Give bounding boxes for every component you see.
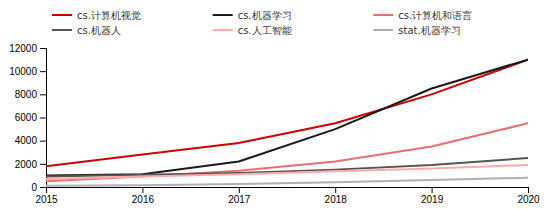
tick-label: 10000 — [9, 66, 37, 77]
tick-mark — [432, 187, 433, 193]
tick: 2016 — [132, 187, 155, 205]
tick-label: 12000 — [9, 43, 37, 54]
tick-label: 6000 — [15, 112, 38, 123]
legend-swatch — [52, 29, 72, 31]
legend-swatch — [373, 29, 393, 31]
legend-label: cs.机器学习 — [238, 10, 292, 21]
tick-label: 2000 — [15, 159, 38, 170]
legend-label: cs.人工智能 — [238, 25, 292, 36]
tick-mark — [40, 48, 46, 49]
chart: 2015 2016 2017 2018 2019 2020 0 2000 4000 6000 800… — [0, 0, 550, 209]
tick-label: 2020 — [517, 194, 540, 205]
tick-label: 2017 — [228, 194, 251, 205]
tick-mark — [40, 141, 46, 142]
tick-label: 4000 — [15, 135, 38, 146]
legend: cs.计算机视觉 cs.机器学习 cs.计算机和语言 cs.机器人 cs.人工智能 sta… — [52, 10, 472, 36]
tick: 6000 — [15, 112, 46, 123]
tick: 8000 — [15, 89, 46, 100]
tick-mark — [40, 71, 46, 72]
plot: 2015 2016 2017 2018 2019 2020 0 2000 4000 6000 800… — [9, 43, 540, 205]
x-axis: 2015 2016 2017 2018 2019 2020 — [35, 187, 540, 205]
legend-item: cs.机器学习 — [213, 10, 292, 21]
legend-label: stat.机器学习 — [398, 25, 460, 36]
legend-item: stat.机器学习 — [373, 25, 460, 36]
tick: 2015 — [35, 187, 58, 205]
axis-domain — [47, 188, 529, 194]
tick-mark — [528, 187, 529, 193]
tick-mark — [40, 164, 46, 165]
tick: 10000 — [9, 66, 46, 77]
tick-label: 2015 — [35, 194, 58, 205]
tick: 2018 — [325, 187, 348, 205]
legend-item: cs.计算机视觉 — [52, 10, 141, 21]
tick-label: 2019 — [421, 194, 444, 205]
tick-mark — [335, 187, 336, 193]
tick-mark — [40, 187, 46, 188]
tick-mark — [142, 187, 143, 193]
series-line — [46, 60, 528, 176]
legend-swatch — [213, 29, 233, 31]
legend-item: cs.计算机和语言 — [373, 10, 472, 21]
tick: 2020 — [517, 187, 540, 205]
tick-label: 0 — [31, 182, 37, 193]
series-line — [46, 60, 528, 167]
tick-label: 2018 — [325, 194, 348, 205]
tick: 2019 — [421, 187, 444, 205]
legend-label: cs.机器人 — [77, 25, 121, 36]
axis-domain — [40, 49, 47, 188]
legend-swatch — [52, 14, 72, 16]
tick-mark — [40, 118, 46, 119]
series-line — [46, 178, 528, 186]
legend-item: cs.机器人 — [52, 25, 121, 36]
series-line — [46, 165, 528, 179]
legend-swatch — [373, 14, 393, 16]
legend-label: cs.计算机和语言 — [398, 10, 472, 21]
tick: 2000 — [15, 159, 46, 170]
y-axis: 0 2000 4000 6000 8000 10000 12000 — [9, 43, 46, 193]
tick: 4000 — [15, 135, 46, 146]
tick-mark — [239, 187, 240, 193]
tick: 0 — [31, 182, 46, 193]
series-line — [46, 123, 528, 181]
legend-swatch — [213, 14, 233, 16]
legend-item: cs.人工智能 — [213, 25, 292, 36]
legend-label: cs.计算机视觉 — [77, 10, 141, 21]
tick: 2017 — [228, 187, 251, 205]
tick-label: 2016 — [132, 194, 155, 205]
lines — [46, 60, 528, 186]
tick: 12000 — [9, 43, 46, 54]
tick-mark — [40, 94, 46, 95]
tick-label: 8000 — [15, 89, 38, 100]
